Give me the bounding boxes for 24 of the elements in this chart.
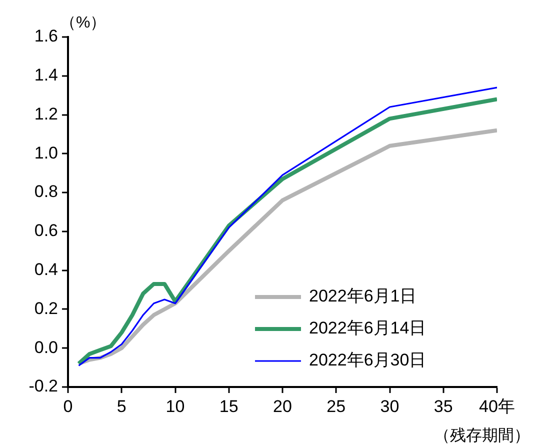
y-tick-label: 0.2 bbox=[34, 298, 58, 318]
x-tick-label: 5 bbox=[116, 396, 126, 416]
x-axis-title: （残存期間） bbox=[434, 426, 530, 444]
y-tick-label: 0.0 bbox=[34, 338, 58, 357]
y-tick-label: 1.2 bbox=[34, 104, 58, 124]
y-tick-label: 1.4 bbox=[34, 66, 58, 85]
legend-label: 2022年6月30日 bbox=[309, 350, 426, 370]
legend-label: 2022年6月14日 bbox=[309, 318, 426, 338]
x-tick-label: 25 bbox=[326, 396, 346, 416]
y-axis-title: （%） bbox=[60, 14, 106, 32]
x-tick-label: 40年 bbox=[479, 396, 515, 416]
x-tick-label: 35 bbox=[434, 396, 453, 416]
x-tick-label: 10 bbox=[166, 396, 185, 416]
y-tick-label: 1.0 bbox=[34, 143, 58, 162]
x-tick-label: 0 bbox=[63, 396, 73, 416]
y-tick-label: 0.8 bbox=[34, 182, 58, 202]
x-tick-label: 15 bbox=[219, 396, 238, 416]
y-tick-label: 1.6 bbox=[34, 26, 58, 46]
x-tick-label: 20 bbox=[273, 396, 292, 416]
x-tick-label: 30 bbox=[380, 396, 400, 416]
legend-label: 2022年6月1日 bbox=[309, 286, 417, 306]
y-tick-label: 0.6 bbox=[34, 221, 58, 240]
y-tick-label: 0.4 bbox=[34, 260, 58, 280]
y-tick-label: -0.2 bbox=[28, 376, 58, 396]
